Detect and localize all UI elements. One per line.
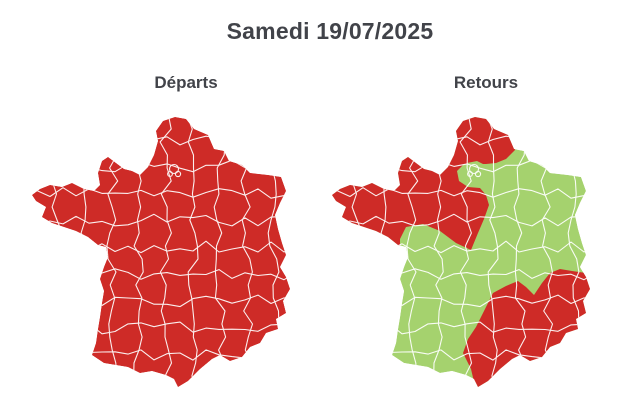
departures-map-label: Départs: [154, 73, 218, 92]
departures-france-map: [32, 117, 290, 387]
departures-map-section: Départs: [20, 72, 304, 397]
red-traffic-zone-entire-country: [32, 117, 290, 387]
departs-map-layers: [32, 117, 290, 387]
page-title: Samedi 19/07/2025: [226, 18, 434, 44]
returns-map-section: Retours: [320, 72, 604, 397]
maps-row: Départs Retours: [0, 72, 624, 397]
returns-france-map: [332, 117, 590, 387]
retours-map-layers: [332, 117, 590, 387]
returns-map-label: Retours: [453, 73, 519, 92]
